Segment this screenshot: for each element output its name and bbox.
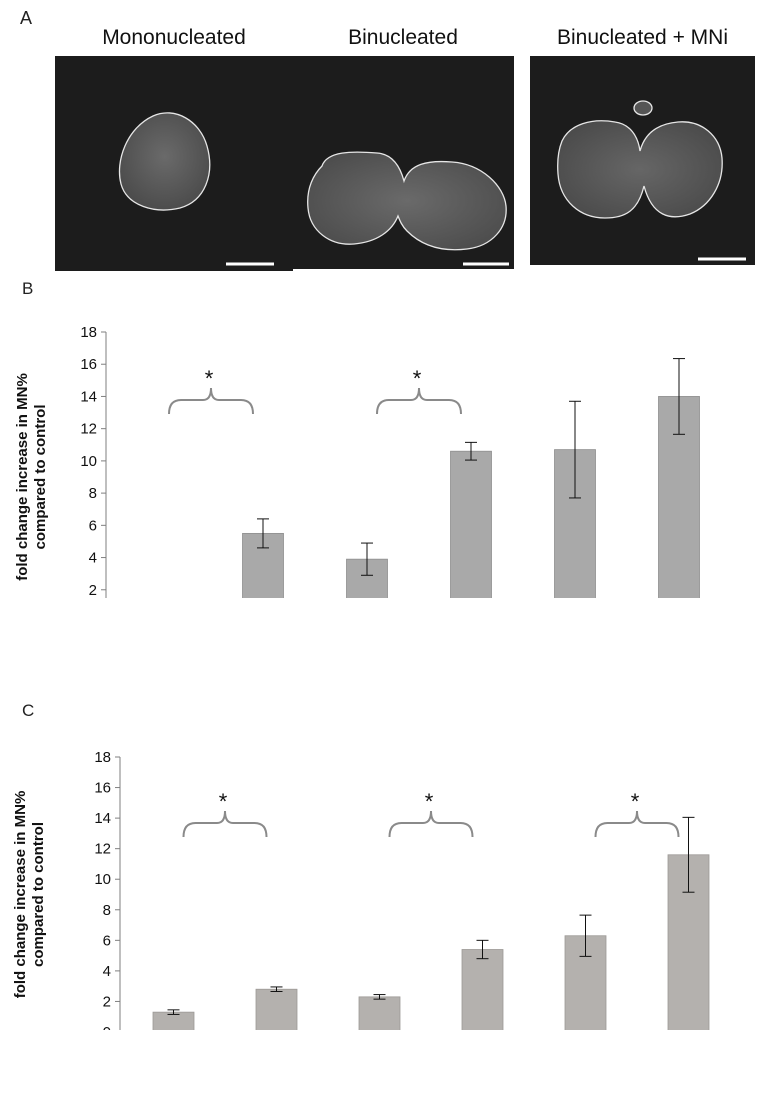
y-tick-label: 10 [80,453,97,470]
micrograph-mononucleated [55,56,293,271]
significance-label: * [631,789,640,814]
micrograph-binucleated-mni [530,56,755,265]
cell-nucleus-outline [118,112,211,211]
bar [461,949,504,1030]
y-tick-label: 0 [103,1024,111,1030]
y-tick-label: 6 [89,517,97,534]
panel-letter-c: C [22,701,34,720]
significance-bracket [594,810,680,838]
significance-label: * [425,789,434,814]
y-axis-label-line: fold change increase in MN% [12,791,29,999]
y-tick-label: 18 [80,324,97,341]
y-tick-label: 14 [94,810,111,827]
bar-chart-panel-c: C 024681012141618ND 0.1LND 0.1ND 0.5LND … [12,701,710,1030]
y-tick-label: 4 [103,963,111,980]
y-tick-label: 6 [103,932,111,949]
y-tick-label: 14 [80,388,97,405]
y-tick-label: 4 [89,550,97,567]
y-tick-label: 16 [94,780,111,797]
y-tick-label: 16 [80,356,97,373]
y-tick-label: 12 [94,841,111,858]
y-axis-label: fold change increase in MN%compared to c… [12,791,47,999]
bar [242,532,284,598]
y-tick-label: 8 [89,485,97,502]
image-title-binucleated-mni: Binucleated + MNi [556,26,728,49]
panel-letter-a: A [20,8,33,28]
y-axis-label: fold change increase in MN%compared to c… [14,373,49,581]
significance-label: * [205,366,214,391]
cell-nucleus-outline [307,151,507,251]
significance-bracket [182,810,268,838]
significance-label: * [219,789,228,814]
micronucleus-outline [633,100,653,116]
y-tick-label: 18 [94,749,111,766]
bar [358,996,401,1030]
y-tick-label: 2 [103,993,111,1010]
y-tick-label: 10 [94,871,111,888]
bar [450,450,492,598]
significance-bracket [388,810,474,838]
image-title-binucleated: Binucleated [348,26,458,49]
image-title-mononucleated: Mononucleated [102,26,246,49]
y-axis-label-line: fold change increase in MN% [14,373,31,581]
bar [255,988,298,1030]
micrograph-binucleated [292,56,514,269]
y-axis-label-line: compared to control [32,404,49,549]
y-tick-label: 8 [103,902,111,919]
y-tick-label: 2 [89,582,97,598]
significance-bracket [168,387,254,415]
y-tick-label: 12 [80,421,97,438]
panel-letter-b: B [22,279,33,298]
y-axis-label-line: compared to control [30,822,47,967]
significance-label: * [413,366,422,391]
cell-nucleus-outline [556,120,723,219]
significance-bracket [376,387,462,415]
bar-chart-panel-b: B 024681012141618ND 0.1LND 0.1ND 0.5LND … [14,279,700,598]
